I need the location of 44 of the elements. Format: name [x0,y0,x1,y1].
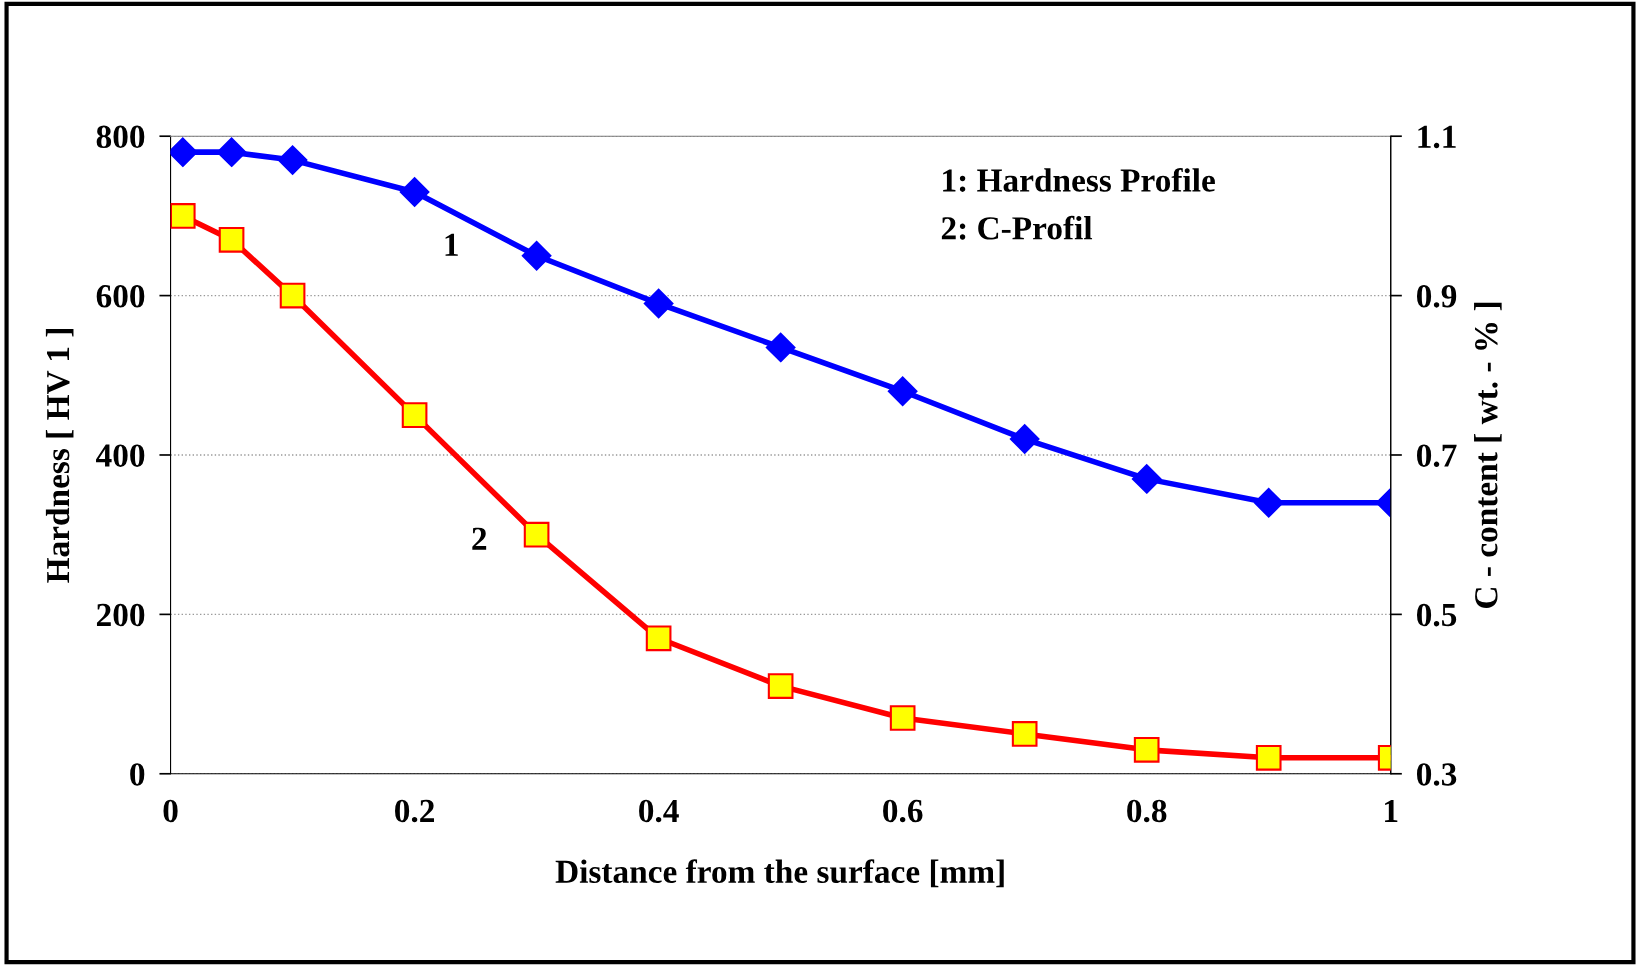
y-tick-label: 800 [96,125,145,149]
x-tick-label: 1 [1385,799,1398,822]
point [1253,488,1284,518]
point [216,137,247,167]
point [523,521,550,548]
x-tick-label: 0 [163,799,178,823]
y2-tick-label: 0.7 [1416,444,1457,468]
x-tick-label: 0.4 [639,799,679,823]
y2-tick-label: 1.1 [1418,125,1456,149]
y-tick-label: 600 [96,284,145,308]
point [1009,424,1040,454]
point [521,240,552,271]
y2-tick-label: 0.3 [1416,763,1457,786]
point [399,177,430,207]
annotation: 1: Hardness Profile [943,167,1215,192]
point [1133,737,1160,763]
x-tick-label: 0.8 [1127,799,1167,823]
y2-tick-label: 0.9 [1416,284,1457,308]
point [401,402,428,428]
x-tick-label: 0.6 [883,799,923,823]
point [767,673,794,699]
point [1011,721,1038,747]
point [889,705,916,731]
y2-tick-label: 0.5 [1416,603,1457,627]
point [1131,464,1162,494]
y-tick-label: 0 [130,763,145,786]
point [1255,744,1282,771]
point [170,203,196,229]
y-tick-label: 400 [96,444,145,467]
point [645,625,672,652]
point [765,332,796,363]
y-axis-title: Hardness [ HV 1 ] [45,329,74,583]
point [277,145,308,175]
point [887,376,918,407]
annotation: 2 [472,527,487,550]
annotation: 2: C-Profil [941,215,1093,240]
point [643,288,674,319]
annotation: 1 [445,233,458,256]
x-axis-title: Distance from the surface [mm] [555,859,1004,888]
x-tick-label: 0.2 [395,799,434,823]
y2-axis-title: C - content [ wt. - % ] [1474,302,1502,608]
y-tick-label: 200 [96,603,145,627]
point [279,282,306,309]
point [218,226,245,253]
